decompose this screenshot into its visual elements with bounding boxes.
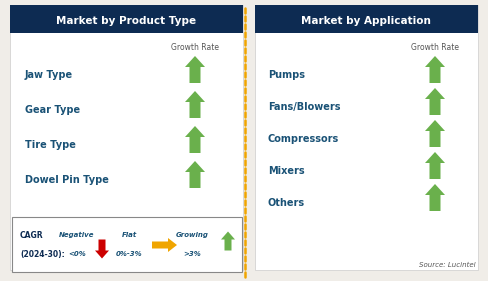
Polygon shape: [152, 238, 177, 252]
Text: Pumps: Pumps: [268, 70, 305, 80]
Polygon shape: [425, 152, 445, 179]
Text: Others: Others: [268, 198, 305, 208]
Text: Tire Type: Tire Type: [25, 140, 76, 150]
Text: Jaw Type: Jaw Type: [25, 70, 73, 80]
Text: Gear Type: Gear Type: [25, 105, 80, 115]
Text: Market by Application: Market by Application: [301, 16, 431, 26]
Text: Growing: Growing: [176, 232, 208, 238]
Text: Fans/Blowers: Fans/Blowers: [268, 102, 341, 112]
Text: Source: Lucintel: Source: Lucintel: [419, 262, 476, 268]
FancyBboxPatch shape: [12, 217, 242, 272]
FancyBboxPatch shape: [10, 5, 243, 270]
Text: CAGR: CAGR: [20, 230, 43, 239]
Polygon shape: [425, 184, 445, 211]
Text: Compressors: Compressors: [268, 134, 339, 144]
Polygon shape: [185, 56, 205, 83]
Polygon shape: [95, 239, 109, 259]
Text: Growth Rate: Growth Rate: [411, 42, 459, 51]
Text: >3%: >3%: [183, 251, 201, 257]
FancyBboxPatch shape: [255, 5, 478, 270]
Text: Growth Rate: Growth Rate: [171, 42, 219, 51]
Text: Market by Product Type: Market by Product Type: [56, 16, 196, 26]
Polygon shape: [221, 232, 235, 250]
Text: 0%-3%: 0%-3%: [116, 251, 142, 257]
Polygon shape: [185, 91, 205, 118]
Text: Negative: Negative: [59, 232, 95, 238]
Polygon shape: [185, 161, 205, 188]
Text: (2024-30):: (2024-30):: [20, 250, 65, 259]
Text: Mixers: Mixers: [268, 166, 305, 176]
Text: <0%: <0%: [68, 251, 86, 257]
Polygon shape: [425, 88, 445, 115]
Text: Flat: Flat: [122, 232, 137, 238]
Polygon shape: [425, 56, 445, 83]
FancyBboxPatch shape: [10, 5, 243, 33]
Text: Dowel Pin Type: Dowel Pin Type: [25, 175, 109, 185]
Polygon shape: [185, 126, 205, 153]
FancyBboxPatch shape: [255, 5, 478, 33]
Polygon shape: [425, 120, 445, 147]
